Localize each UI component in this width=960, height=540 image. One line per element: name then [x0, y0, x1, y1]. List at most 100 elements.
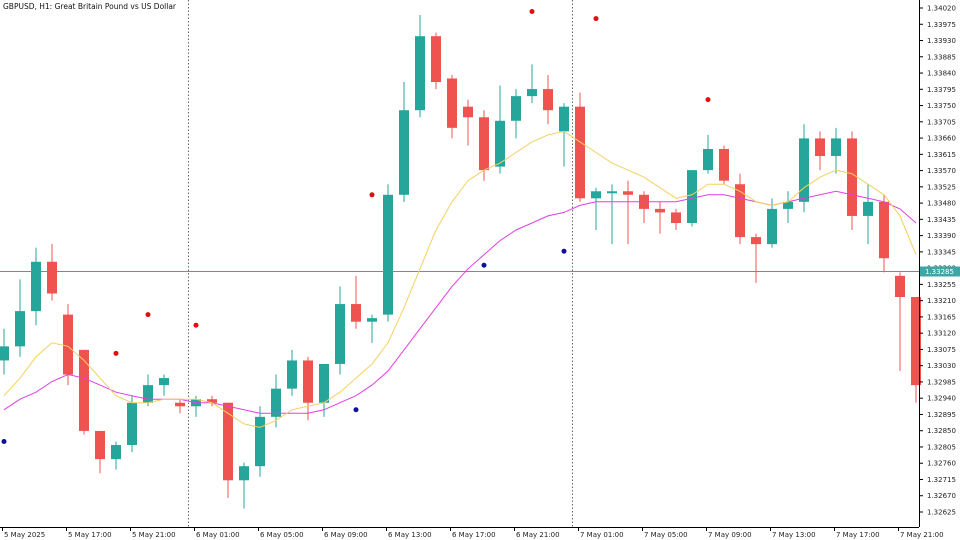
fractal-down-marker [1, 439, 7, 445]
bullish-candle[interactable] [767, 198, 777, 248]
bearish-candle[interactable] [639, 191, 649, 223]
bullish-candle[interactable] [383, 184, 393, 322]
price-label: 1.33120 [927, 330, 956, 338]
bearish-candle[interactable] [911, 297, 921, 403]
time-label: 7 May 13:00 [772, 531, 816, 539]
bearish-candle[interactable] [655, 201, 665, 234]
bullish-candle[interactable] [863, 184, 873, 245]
candle-body [415, 36, 425, 111]
time-label: 6 May 13:00 [388, 531, 432, 539]
bullish-candle[interactable] [159, 374, 169, 396]
candle-body [783, 201, 793, 209]
time-label: 6 May 17:00 [452, 531, 496, 539]
candles[interactable] [0, 15, 921, 509]
bullish-candle[interactable] [335, 286, 345, 375]
bearish-candle[interactable] [735, 173, 745, 245]
bullish-candle[interactable] [255, 406, 265, 477]
candle-body [623, 191, 633, 195]
bearish-candle[interactable] [463, 99, 473, 146]
bearish-candle[interactable] [719, 145, 729, 185]
bearish-candle[interactable] [63, 304, 73, 386]
time-label: 7 May 21:00 [900, 531, 944, 539]
bullish-candle[interactable] [287, 349, 297, 396]
price-label: 1.33615 [927, 151, 956, 159]
bearish-candle[interactable] [815, 131, 825, 171]
bearish-candle[interactable] [223, 402, 233, 498]
time-label: 6 May 01:00 [196, 531, 240, 539]
bearish-candle[interactable] [175, 399, 185, 414]
current-price-tag: 1.33285 [920, 266, 960, 277]
bullish-candle[interactable] [111, 441, 121, 470]
fractal-down-marker [353, 407, 359, 413]
bullish-candle[interactable] [0, 328, 9, 375]
price-label: 1.32625 [927, 509, 956, 517]
bearish-candle[interactable] [671, 208, 681, 231]
price-axis-labels: 1.34020 1.33975 1.33930 1.33885 1.33840 1.337… [919, 5, 956, 517]
bullish-candle[interactable] [559, 103, 569, 167]
fractal-up-marker [593, 16, 599, 22]
bullish-candle[interactable] [831, 127, 841, 174]
candle-body [847, 138, 857, 216]
candle-body [271, 388, 281, 417]
bullish-candle[interactable] [591, 187, 601, 231]
price-label: 1.33930 [927, 37, 956, 45]
price-label: 1.33390 [927, 232, 956, 240]
bearish-candle[interactable] [623, 180, 633, 245]
fractal-up-marker [369, 192, 375, 198]
candle-body [879, 201, 889, 259]
bearish-candle[interactable] [847, 131, 857, 231]
day-separators [188, 0, 573, 527]
bearish-candle[interactable] [543, 74, 553, 125]
bullish-candle[interactable] [239, 462, 249, 509]
price-label: 1.32670 [927, 492, 956, 500]
bullish-candle[interactable] [783, 191, 793, 223]
bullish-candle[interactable] [143, 374, 153, 407]
candle-body [383, 194, 393, 315]
bearish-candle[interactable] [879, 194, 889, 273]
fractal-up-marker [193, 322, 199, 328]
candle-body [831, 138, 841, 157]
bearish-candle[interactable] [47, 244, 57, 301]
bearish-candle[interactable] [351, 275, 361, 329]
bullish-candle[interactable] [367, 314, 377, 343]
bullish-candle[interactable] [687, 170, 697, 227]
bullish-candle[interactable] [399, 82, 409, 202]
bullish-candle[interactable] [415, 15, 425, 118]
bullish-candle[interactable] [799, 124, 809, 213]
bullish-candle[interactable] [511, 89, 521, 139]
bullish-candle[interactable] [607, 184, 617, 245]
time-label: 7 May 17:00 [836, 531, 880, 539]
bearish-candle[interactable] [303, 356, 313, 421]
bearish-candle[interactable] [447, 74, 457, 139]
fractal-up-marker [145, 312, 151, 318]
bullish-candle[interactable] [31, 247, 41, 326]
bearish-candle[interactable] [95, 430, 105, 474]
bullish-candle[interactable] [703, 134, 713, 174]
price-label: 1.32760 [927, 460, 956, 468]
bearish-candle[interactable] [751, 233, 761, 283]
time-label: 6 May 09:00 [324, 531, 368, 539]
candle-body [767, 208, 777, 245]
bearish-candle[interactable] [895, 272, 905, 372]
bullish-candle[interactable] [495, 85, 505, 174]
candle-body [495, 120, 505, 167]
price-label: 1.33255 [927, 281, 956, 289]
fractal-up-marker [113, 350, 119, 356]
bullish-candle[interactable] [527, 64, 537, 104]
bullish-candle[interactable] [271, 374, 281, 428]
bearish-candle[interactable] [207, 395, 217, 407]
bearish-candle[interactable] [79, 349, 89, 435]
time-label: 7 May 01:00 [580, 531, 624, 539]
bullish-candle[interactable] [127, 395, 137, 453]
moving-averages [3, 130, 917, 428]
time-axis-labels: 5 May 2025 5 May 17:00 5 May 21:00 6 May 01… [2, 527, 944, 539]
bearish-candle[interactable] [479, 110, 489, 181]
candle-body [0, 346, 9, 361]
candle-body [607, 191, 617, 194]
bullish-candle[interactable] [15, 279, 25, 357]
bullish-candle[interactable] [319, 363, 329, 417]
bearish-candle[interactable] [575, 92, 585, 202]
bearish-candle[interactable] [431, 32, 441, 90]
